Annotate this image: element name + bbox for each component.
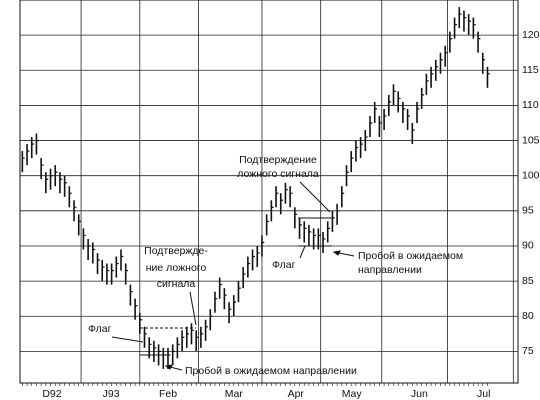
x-tick-label: Feb [159,388,177,400]
pointer-line [299,181,331,213]
annotation: Подтвержде- [144,245,208,257]
x-tick-label: Mar [225,388,244,400]
annotation: ние ложного [146,262,207,274]
annotation: Пробой в ожидаемом направлении [185,365,357,377]
plot-frame [19,0,519,384]
annotation: направлении [358,264,422,276]
y-tick-label: 75 [522,345,534,357]
x-tick-label: D92 [42,388,61,400]
y-tick-label: 95 [522,205,534,217]
x-tick-label: Jun [411,388,428,400]
arrow-head [164,364,173,370]
annotation: ложного сигнала [237,168,319,180]
y-tick-label: 115 [522,64,539,76]
y-tick-label: 90 [522,240,534,252]
x-tick-label: May [342,388,363,400]
annotations [111,181,355,371]
x-tick-label: J93 [103,388,120,400]
x-tick-label: Jul [477,388,490,400]
y-tick-label: 105 [522,134,540,146]
grid: 75 80 85 90 95 100 105 110 115 120 D92 J93 Feb Mar Apr… [20,0,540,400]
annotation: Флаг [272,259,296,271]
annotation-texts: Подтверждение ложного сигнала Подтвержде… [88,154,463,377]
y-tick-label: 110 [522,99,539,111]
y-tick-label: 100 [522,169,540,181]
arrow-head [332,250,341,256]
y-tick-label: 85 [522,275,534,287]
pointer-line [189,291,197,326]
annotation: Подтверждение [239,154,317,166]
pointer-line [111,336,144,343]
annotation: Пробой в ожидаемом [358,250,463,262]
annotation: сигнала [157,278,196,290]
x-tick-label: Apr [288,388,305,400]
y-tick-label: 120 [522,29,540,41]
y-tick-label: 80 [522,310,534,322]
pointer-line [299,245,306,259]
annotation: Флаг [88,323,112,335]
price-bars [21,7,490,369]
